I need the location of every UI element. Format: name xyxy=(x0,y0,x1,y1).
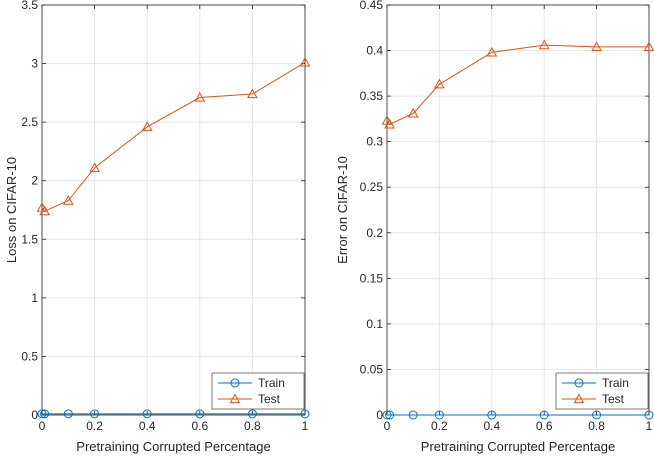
series-train xyxy=(37,409,310,419)
data-point xyxy=(539,410,549,420)
series-train xyxy=(382,410,654,420)
y-tick-label: 0.2 xyxy=(366,226,383,240)
plot-panel-1: 0 0.2 0.4 0.6 0.8 1 0 0.5 1 1.5 2 2.5 3 3.5 Pretrainin… xyxy=(4,0,311,454)
y-tick-label: 1 xyxy=(31,291,38,305)
data-point xyxy=(434,410,444,420)
x-tick-label: 0 xyxy=(384,419,391,433)
y-tick-label: 0.25 xyxy=(360,180,384,194)
legend-marker xyxy=(574,378,584,388)
data-point xyxy=(37,409,47,419)
y-tick-label: 0.35 xyxy=(360,89,384,103)
data-point xyxy=(247,409,257,419)
x-tick-label: 0.2 xyxy=(86,419,103,433)
legend: Train Test xyxy=(211,372,305,410)
y-tick-label: 0.5 xyxy=(21,349,38,363)
y-tick-label: 2.5 xyxy=(21,115,38,129)
data-point xyxy=(39,205,50,216)
y-tick-label: 0.4 xyxy=(366,44,383,58)
data-point xyxy=(592,410,602,420)
data-point xyxy=(538,39,550,50)
y-tick-label: 3.5 xyxy=(21,0,38,12)
plot-panel-2: 0 0.2 0.4 0.6 0.8 1 0 0.05 0.1 0.15 0.2 0.25 0.3 0.35… xyxy=(335,0,654,454)
x-tick-label: 1 xyxy=(646,419,653,433)
y-tick-label: 0 xyxy=(376,408,383,422)
data-point xyxy=(89,162,100,172)
data-point xyxy=(643,41,654,52)
y-tick-label: 0.1 xyxy=(366,317,383,331)
y-tick-label: 0.3 xyxy=(366,135,383,149)
x-axis-label: Pretraining Corrupted Percentage xyxy=(421,439,615,454)
data-point xyxy=(385,410,395,420)
legend-marker xyxy=(230,378,240,388)
series-line xyxy=(41,61,306,212)
y-tick-label: 0 xyxy=(31,408,38,422)
series-line xyxy=(386,44,649,125)
y-axis-label: Loss on CIFAR-10 xyxy=(4,157,19,263)
data-point xyxy=(487,410,497,420)
data-point xyxy=(408,410,418,420)
legend-box xyxy=(211,372,305,410)
y-axis-label: Error on CIFAR-10 xyxy=(335,156,350,264)
y-tick-label: 0.45 xyxy=(360,0,384,12)
data-point xyxy=(141,121,153,131)
data-point xyxy=(644,410,654,420)
y-tick-label: 2 xyxy=(31,174,38,188)
data-point xyxy=(382,410,392,420)
data-point xyxy=(40,409,50,419)
series-test xyxy=(381,39,654,129)
x-tick-label: 0.8 xyxy=(244,419,261,433)
legend-label: Train xyxy=(258,376,285,390)
x-tick-label: 0 xyxy=(39,419,46,433)
legend: Train Test xyxy=(555,372,649,410)
x-tick-label: 0.6 xyxy=(536,419,553,433)
y-tick-label: 0.15 xyxy=(360,271,384,285)
axes-box xyxy=(41,4,306,416)
x-tick-label: 0.2 xyxy=(431,419,448,433)
x-axis-label: Pretraining Corrupted Percentage xyxy=(76,439,270,454)
legend-marker xyxy=(229,393,241,404)
legend-label: Test xyxy=(258,392,281,406)
data-point xyxy=(407,107,419,118)
y-tick-label: 1.5 xyxy=(21,232,38,246)
series-test xyxy=(36,56,311,216)
data-point xyxy=(195,409,205,419)
legend-label: Train xyxy=(602,376,629,390)
data-point xyxy=(142,409,152,419)
data-point xyxy=(384,118,395,129)
data-point xyxy=(434,78,445,89)
y-tick-label: 0.05 xyxy=(360,362,384,376)
legend-marker xyxy=(573,393,585,404)
legend-label: Test xyxy=(602,392,625,406)
data-point xyxy=(194,92,206,102)
x-tick-label: 0.4 xyxy=(483,419,500,433)
data-point xyxy=(63,409,73,419)
legend-box xyxy=(555,372,649,410)
data-point xyxy=(90,409,100,419)
y-tick-label: 3 xyxy=(31,57,38,71)
x-tick-label: 0.6 xyxy=(191,419,208,433)
data-point xyxy=(486,46,498,57)
x-tick-label: 0.4 xyxy=(139,419,156,433)
x-tick-label: 0.8 xyxy=(588,419,605,433)
axes-box xyxy=(386,4,650,416)
data-point xyxy=(247,88,258,99)
data-point xyxy=(62,195,74,205)
data-point xyxy=(299,56,311,67)
x-tick-label: 1 xyxy=(302,419,309,433)
data-point xyxy=(300,409,310,419)
data-point xyxy=(591,41,602,52)
